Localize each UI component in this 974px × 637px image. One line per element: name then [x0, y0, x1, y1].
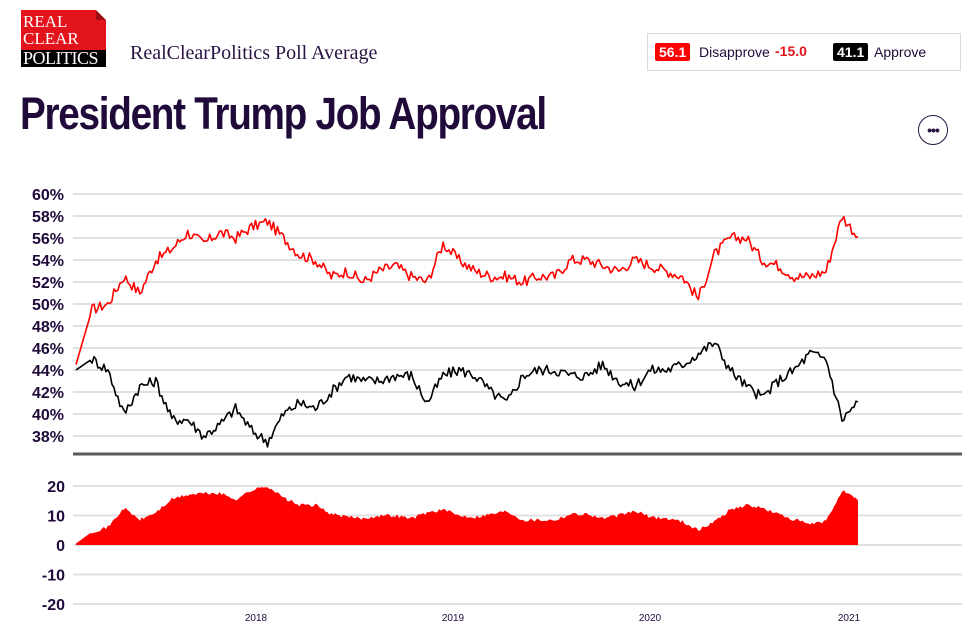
bottom-y-axis: 20 10 0 -10 -20	[42, 479, 65, 614]
logo-line-2: CLEAR	[23, 29, 79, 48]
series-line-disapprove[interactable]	[75, 215, 859, 365]
logo-line-3: POLITICS	[23, 48, 99, 68]
spread-area-fill[interactable]	[76, 487, 858, 545]
disapprove-value-badge: 56.1	[655, 43, 691, 61]
y-tick-label: 52%	[32, 275, 64, 292]
top-y-axis: 60% 58% 56% 54% 52% 50% 48% 46% 44% 42% 40% 38%	[32, 187, 64, 446]
legend: 56.1 Disapprove -15.0 41.1 Approve	[647, 33, 961, 71]
x-tick-label: 2020	[639, 613, 662, 624]
page-title: President Trump Job Approval	[20, 88, 547, 139]
x-tick-label: 2018	[245, 613, 268, 624]
approve-label: Approve	[874, 44, 927, 60]
spread-area	[76, 487, 858, 545]
x-axis: 2018 2019 2020 2021	[245, 613, 861, 624]
poll-average-subtitle: RealClearPolitics Poll Average	[130, 42, 378, 64]
y-tick-label: 58%	[32, 209, 64, 226]
series-line-approve[interactable]	[75, 342, 859, 448]
logo-black-block	[21, 50, 106, 67]
logo-page-fold	[96, 10, 106, 20]
y-tick-label: -20	[42, 597, 65, 614]
x-tick-label: 2021	[838, 613, 861, 624]
y-tick-label: 48%	[32, 319, 64, 336]
y-tick-label: 42%	[32, 385, 64, 402]
ellipsis-icon: •••	[927, 122, 940, 138]
y-tick-label: 38%	[32, 429, 64, 446]
approve-value-badge: 41.1	[833, 43, 869, 61]
spread-value: -15.0	[775, 43, 807, 59]
y-tick-label: 54%	[32, 253, 64, 270]
y-tick-label: -10	[42, 568, 65, 585]
y-tick-label: 46%	[32, 341, 64, 358]
y-tick-label: 56%	[32, 231, 64, 248]
x-tick-label: 2019	[442, 613, 465, 624]
more-options-button[interactable]: •••	[918, 115, 948, 145]
y-tick-label: 44%	[32, 363, 64, 380]
disapprove-label: Disapprove	[699, 44, 770, 60]
logo-line-1: REAL	[23, 12, 68, 31]
y-tick-label: 20	[47, 479, 65, 496]
top-gridlines	[73, 193, 962, 437]
y-tick-label: 10	[47, 509, 65, 526]
series-lines	[75, 215, 859, 448]
y-tick-label: 0	[56, 538, 65, 555]
y-tick-label: 60%	[32, 187, 64, 204]
y-tick-label: 50%	[32, 297, 64, 314]
rcp-logo[interactable]: REAL CLEAR POLITICS	[21, 10, 106, 67]
y-tick-label: 40%	[32, 407, 64, 424]
logo-red-block	[21, 10, 106, 50]
